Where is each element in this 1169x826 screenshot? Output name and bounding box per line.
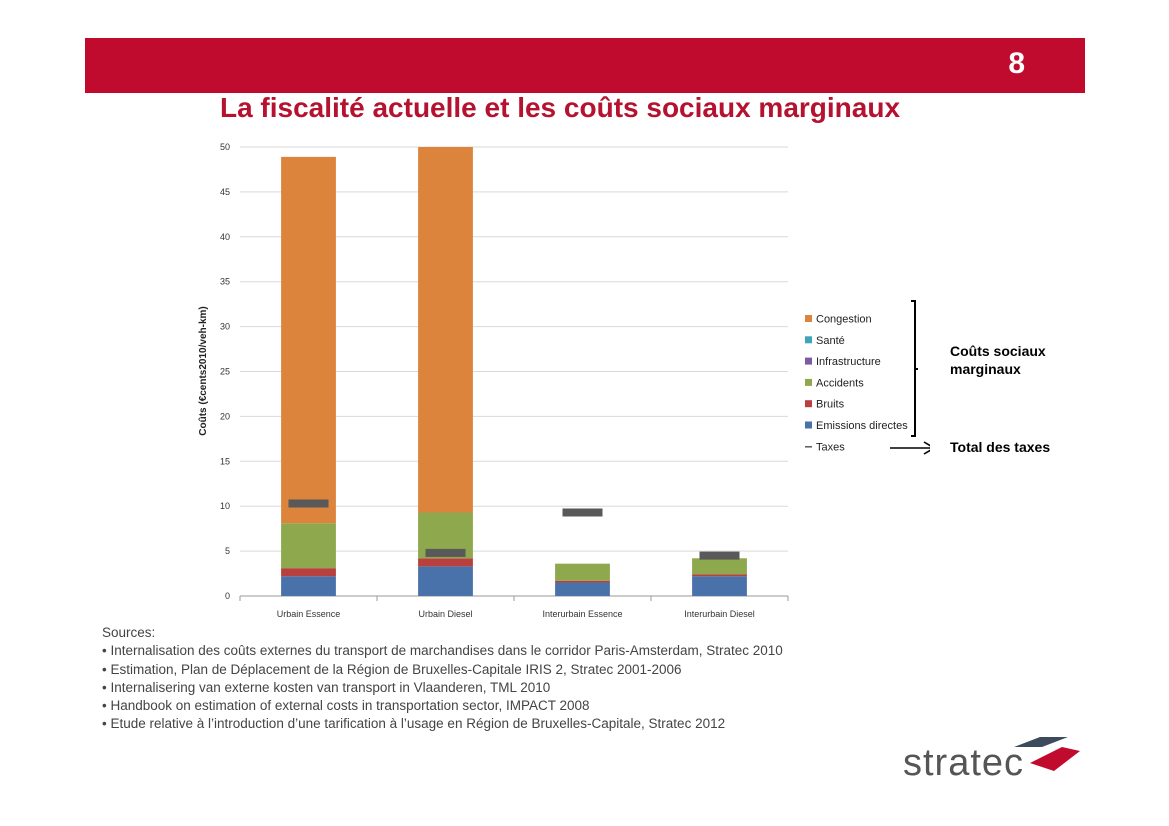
bracket-icon	[911, 300, 918, 437]
legend: Congestion Santé Infrastructure Accidents Br…	[805, 314, 908, 453]
bar-segment-accidents	[692, 558, 747, 575]
bar-segment-bruits	[418, 558, 473, 567]
y-tick-label: 35	[220, 277, 230, 287]
y-tick-label: 50	[220, 142, 230, 152]
legend-entry: Accidents	[816, 377, 864, 389]
legend-entry: Infrastructure	[816, 356, 881, 368]
legend-swatch	[805, 421, 812, 429]
y-tick-label: 25	[220, 367, 230, 377]
sources-heading: Sources:	[102, 625, 156, 640]
sources-block: Sources: • Internalisation des coûts ext…	[102, 624, 783, 734]
y-tick-label: 5	[225, 546, 230, 556]
legend-swatch	[805, 357, 812, 365]
taxes-layer	[288, 499, 740, 560]
taxes-marker	[288, 499, 329, 508]
bar-segment-bruits	[281, 568, 336, 577]
legend-annotations	[890, 300, 930, 455]
taxes-marker	[425, 548, 466, 557]
taxes-label: Total des taxes	[950, 439, 1051, 455]
taxes-marker	[562, 508, 603, 517]
bar-segment-congestion	[281, 156, 336, 524]
legend-swatch	[805, 400, 812, 408]
legend-swatch	[805, 315, 812, 322]
y-tick-label: 40	[220, 232, 230, 242]
arrow-right-icon	[890, 441, 930, 455]
legend-swatch	[805, 336, 812, 344]
legend-entry: Emissions directes	[816, 420, 908, 432]
bar-segment-accidents	[281, 523, 336, 569]
y-tick-label: 20	[220, 411, 230, 421]
y-tick-label: 45	[220, 187, 230, 197]
page-number: 8	[1008, 47, 1025, 80]
source-item: • Etude relative à l’introduction d’une …	[102, 716, 726, 732]
bar-segment-congestion	[418, 147, 473, 513]
slide-title: La fiscalité actuelle et les coûts socia…	[219, 92, 901, 123]
bracket-label: Coûts sociaux marginaux	[950, 343, 1046, 377]
x-tick-label: Urbain Diesel	[418, 609, 472, 619]
taxes-marker	[699, 551, 740, 560]
bar-segment-emissions-directes	[555, 582, 610, 596]
y-tick-label: 15	[220, 456, 230, 466]
bar-segment-bruits	[692, 574, 747, 577]
bar-segment-emissions-directes	[281, 576, 336, 596]
x-tick-labels: Urbain Essence Urbain Diesel Interurbain E…	[277, 609, 755, 619]
source-item: • Internalisering van externe kosten van…	[102, 679, 551, 695]
bar-segment-accidents	[555, 563, 610, 581]
legend-entry: Taxes	[816, 441, 845, 453]
bars-layer	[281, 147, 747, 596]
source-item: • Estimation, Plan de Déplacement de la …	[102, 661, 682, 677]
stratec-logo-text: stratec	[903, 742, 1025, 784]
x-tick-label: Interurbain Essence	[542, 609, 622, 619]
source-item: • Internalisation des coûts externes du …	[102, 643, 783, 659]
legend-entry: Santé	[816, 335, 845, 347]
y-tick-label: 30	[220, 322, 230, 332]
legend-entry: Congestion	[816, 314, 872, 326]
header-bar: 8	[85, 38, 1085, 93]
y-axis-label: Coûts (€cents2010/veh-km)	[198, 306, 209, 436]
bar-segment-emissions-directes	[692, 576, 747, 596]
source-item: • Handbook on estimation of external cos…	[102, 698, 590, 714]
x-tick-label: Urbain Essence	[277, 609, 341, 619]
stratec-logo-icon	[1014, 737, 1080, 771]
bar-segment-emissions-directes	[418, 566, 473, 596]
legend-entry: Bruits	[816, 399, 845, 411]
x-tick-label: Interurbain Diesel	[684, 609, 755, 619]
legend-swatch	[805, 378, 812, 386]
bar-segment-bruits	[555, 580, 610, 583]
y-tick-label: 10	[220, 501, 230, 511]
y-tick-label: 0	[225, 591, 230, 601]
